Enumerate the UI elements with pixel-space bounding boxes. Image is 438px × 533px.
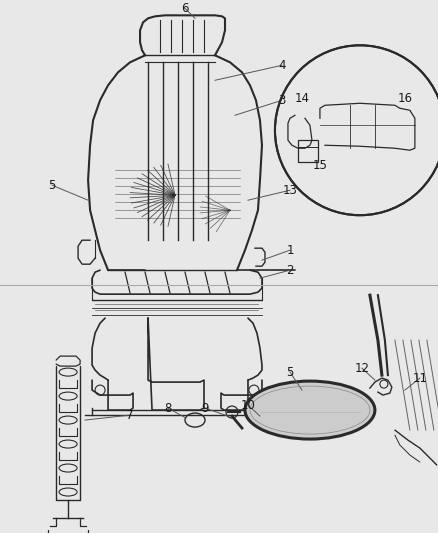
Text: 8: 8 bbox=[164, 401, 172, 415]
Bar bbox=[298, 140, 318, 162]
Text: 15: 15 bbox=[312, 159, 327, 172]
Text: 14: 14 bbox=[294, 92, 310, 105]
Text: 1: 1 bbox=[286, 244, 294, 257]
Text: 12: 12 bbox=[354, 361, 369, 375]
Text: 9: 9 bbox=[201, 401, 209, 415]
Text: 10: 10 bbox=[240, 399, 255, 411]
Text: 13: 13 bbox=[283, 184, 297, 197]
Text: 6: 6 bbox=[181, 2, 189, 15]
Ellipse shape bbox=[245, 381, 375, 439]
Text: 16: 16 bbox=[397, 92, 413, 105]
Text: 7: 7 bbox=[126, 409, 134, 422]
Text: 3: 3 bbox=[278, 94, 286, 107]
Text: 11: 11 bbox=[412, 372, 427, 385]
Text: 5: 5 bbox=[49, 179, 56, 192]
Text: 2: 2 bbox=[286, 264, 294, 277]
Text: 5: 5 bbox=[286, 366, 293, 378]
Circle shape bbox=[275, 45, 438, 215]
Text: 4: 4 bbox=[278, 59, 286, 72]
